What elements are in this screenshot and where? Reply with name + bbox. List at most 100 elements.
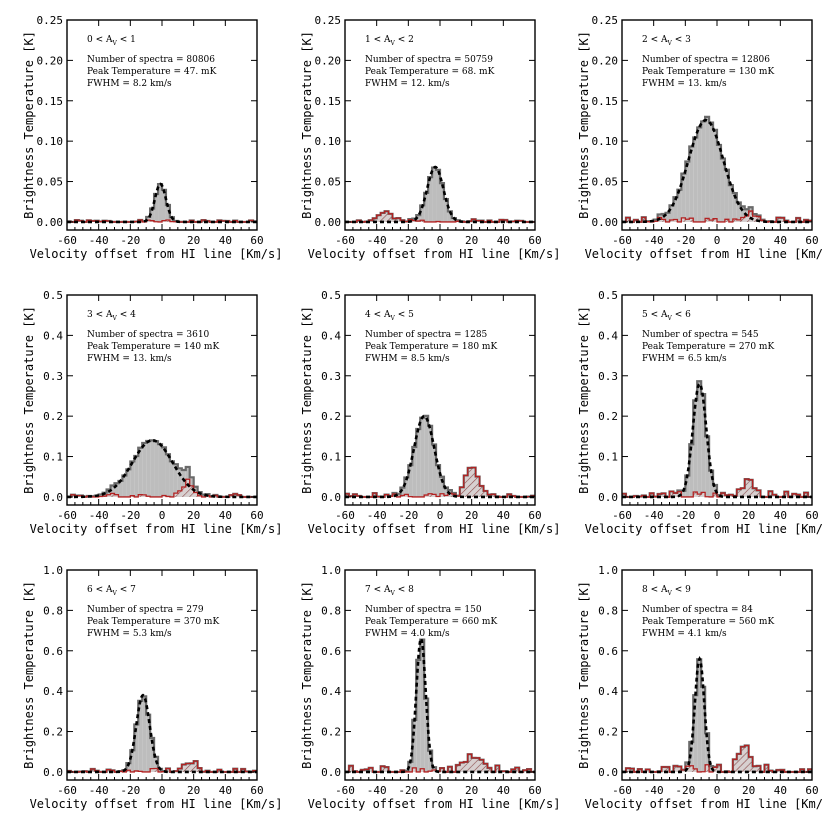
- x-axis-label: Velocity offset from HI line [Km/s]: [308, 522, 561, 536]
- y-tick-label: 0.4: [598, 329, 618, 342]
- hist-bar: [154, 441, 158, 497]
- y-tick-label: 0.05: [37, 176, 64, 189]
- n-spectra-label: Number of spectra = 1285: [365, 330, 488, 340]
- av-range-label: 5 < AV < 6: [642, 310, 691, 322]
- x-axis-label: Velocity offset from HI line [Km/s]: [585, 522, 822, 536]
- plot-area: [345, 167, 535, 222]
- x-tick-label: 60: [805, 234, 818, 247]
- x-tick-label: -40: [367, 509, 387, 522]
- y-tick-label: 0.05: [315, 176, 342, 189]
- x-axis-label: Velocity offset from HI line [Km/s]: [308, 247, 561, 261]
- x-tick-label: -60: [612, 234, 632, 247]
- hist-bar: [142, 443, 146, 497]
- peak-temperature-label: Peak Temperature = 370 mK: [87, 617, 219, 627]
- x-tick-label: -60: [57, 234, 77, 247]
- n-spectra-label: Number of spectra = 84: [642, 605, 753, 615]
- x-tick-label: 0: [714, 234, 721, 247]
- x-tick-label: 20: [187, 509, 200, 522]
- x-tick-label: 60: [805, 784, 818, 797]
- x-tick-label: 60: [528, 509, 541, 522]
- x-tick-label: -40: [644, 509, 664, 522]
- x-tick-label: -60: [612, 784, 632, 797]
- n-spectra-label: Number of spectra = 545: [642, 330, 759, 340]
- y-tick-label: 0.5: [43, 289, 63, 302]
- y-tick-label: 0.0: [43, 491, 63, 504]
- plot-area: [67, 184, 257, 222]
- y-tick-label: 0.0: [598, 491, 618, 504]
- x-tick-label: 40: [219, 509, 232, 522]
- x-tick-label: 0: [159, 234, 166, 247]
- x-tick-label: 40: [497, 234, 510, 247]
- x-tick-label: 40: [774, 784, 787, 797]
- fwhm-label: FWHM = 8.5 km/s: [365, 354, 450, 364]
- x-tick-label: -20: [398, 784, 418, 797]
- y-tick-label: 0.25: [315, 14, 342, 27]
- av-range-label: 4 < AV < 5: [365, 310, 414, 322]
- plot-area: [622, 381, 812, 497]
- x-axis-label: Velocity offset from HI line [Km/s]: [30, 522, 283, 536]
- y-tick-label: 0.1: [321, 451, 341, 464]
- peak-temperature-label: Peak Temperature = 68. mK: [365, 67, 495, 77]
- x-tick-label: 40: [497, 784, 510, 797]
- x-tick-label: -20: [398, 234, 418, 247]
- y-tick-label: 0.6: [43, 645, 63, 658]
- y-tick-label: 1.0: [598, 564, 618, 577]
- plot-area: [345, 416, 535, 497]
- x-tick-label: 60: [528, 784, 541, 797]
- av-range-label: 8 < AV < 9: [642, 585, 691, 597]
- fwhm-label: FWHM = 13. km/s: [87, 354, 172, 364]
- y-axis-label: Brightness Temperature [K]: [577, 306, 591, 494]
- y-tick-label: 0.15: [315, 95, 342, 108]
- y-tick-label: 0.0: [321, 766, 341, 779]
- x-tick-label: -60: [612, 509, 632, 522]
- x-tick-label: 0: [437, 234, 444, 247]
- y-tick-label: 0.3: [321, 370, 341, 383]
- fwhm-label: FWHM = 4.0 km/s: [365, 629, 450, 639]
- x-tick-label: 0: [714, 784, 721, 797]
- residual-outline: [622, 745, 812, 771]
- x-tick-label: 0: [159, 509, 166, 522]
- y-tick-label: 0.2: [598, 726, 618, 739]
- y-tick-label: 0.2: [43, 410, 63, 423]
- y-tick-label: 0.20: [315, 54, 342, 67]
- x-tick-label: -40: [644, 234, 664, 247]
- x-tick-label: 60: [250, 784, 263, 797]
- y-tick-label: 0.4: [598, 685, 618, 698]
- x-tick-label: -20: [675, 509, 695, 522]
- x-tick-label: -20: [120, 509, 140, 522]
- y-axis-label: Brightness Temperature [K]: [22, 306, 36, 494]
- n-spectra-label: Number of spectra = 80806: [87, 55, 215, 65]
- gaussian-fit: [622, 659, 812, 772]
- gaussian-fit: [345, 639, 535, 772]
- peak-temperature-label: Peak Temperature = 270 mK: [642, 342, 774, 352]
- x-tick-label: 0: [437, 509, 444, 522]
- y-axis-label: Brightness Temperature [K]: [22, 581, 36, 769]
- plot-area: [622, 659, 812, 772]
- histogram-outline: [345, 640, 535, 772]
- x-tick-label: -40: [367, 234, 387, 247]
- y-tick-label: 0.6: [598, 645, 618, 658]
- axes-frame: [345, 570, 535, 780]
- x-tick-label: 40: [497, 509, 510, 522]
- x-tick-label: 60: [805, 509, 818, 522]
- fwhm-label: FWHM = 8.2 km/s: [87, 79, 172, 89]
- hist-bar: [705, 117, 709, 222]
- n-spectra-label: Number of spectra = 279: [87, 605, 204, 615]
- axes-frame: [67, 570, 257, 780]
- x-tick-label: 60: [528, 234, 541, 247]
- x-tick-label: 40: [774, 234, 787, 247]
- hist-bar: [150, 440, 154, 497]
- x-tick-label: -40: [644, 784, 664, 797]
- y-tick-label: 0.6: [321, 645, 341, 658]
- y-axis-label: Brightness Temperature [K]: [300, 581, 314, 769]
- hist-bar: [697, 127, 701, 222]
- histogram-outline: [622, 659, 812, 772]
- y-axis-label: Brightness Temperature [K]: [577, 31, 591, 219]
- y-tick-label: 0.00: [315, 216, 342, 229]
- x-tick-label: -40: [367, 784, 387, 797]
